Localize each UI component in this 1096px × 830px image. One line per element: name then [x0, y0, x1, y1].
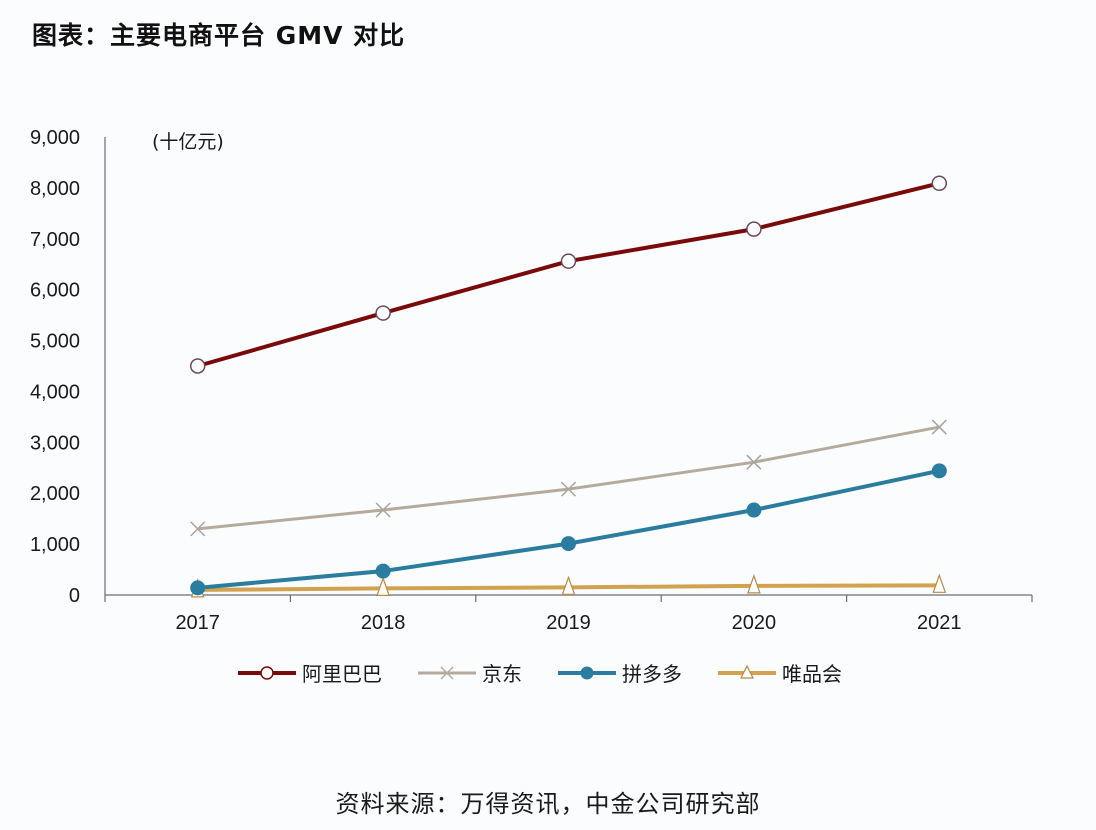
chart-legend: 阿里巴巴 京东 拼多多 唯品会 — [236, 658, 876, 687]
y-tick-label: 3,000 — [30, 432, 80, 454]
legend-marker-filled-circle-icon — [558, 666, 616, 679]
series-alibaba — [189, 175, 948, 374]
legend-item-pdd: 拼多多 — [556, 658, 682, 687]
legend-label: 阿里巴巴 — [302, 662, 382, 686]
legend-marker-x-icon — [418, 665, 476, 680]
data-point-open-circle-icon — [189, 358, 206, 374]
y-tick-label: 8,000 — [30, 178, 80, 200]
data-point-open-circle-icon — [375, 305, 391, 321]
data-point-filled-circle-icon — [561, 536, 576, 552]
data-point-x-icon — [746, 454, 762, 470]
y-axis-unit-label: (十亿元) — [152, 131, 224, 153]
data-point-open-circle-icon — [746, 221, 762, 237]
data-point-filled-circle-icon — [375, 563, 391, 579]
chart-title: 图表：主要电商平台 GMV 对比 — [32, 21, 406, 50]
legend-label: 京东 — [482, 662, 522, 686]
x-axis: 2017 2018 2019 2020 2021 — [104, 594, 1033, 634]
y-tick-label: 2,000 — [30, 483, 80, 505]
data-point-filled-circle-icon — [931, 463, 947, 479]
data-point-x-icon — [931, 419, 947, 435]
series-line — [197, 425, 940, 531]
y-tick-label: 1,000 — [30, 534, 80, 556]
line-chart: 0 1,000 2,000 3,000 4,000 5,000 6,000 7,000 8,00… — [30, 127, 1033, 634]
legend-item-jd: 京东 — [416, 658, 522, 687]
legend-item-alibaba: 阿里巴巴 — [236, 658, 382, 687]
y-tick-label: 9,000 — [30, 127, 80, 149]
data-point-open-triangle-icon — [376, 576, 390, 596]
x-tick-label: 2020 — [732, 612, 777, 634]
data-point-filled-circle-icon — [190, 580, 206, 596]
data-point-open-circle-icon — [931, 175, 948, 192]
y-tick-label: 7,000 — [30, 229, 80, 251]
legend-label: 拼多多 — [622, 662, 682, 686]
y-tick-label: 5,000 — [30, 331, 80, 353]
source-note: 资料来源：万得资讯，中金公司研究部 — [335, 790, 761, 818]
y-axis: 0 1,000 2,000 3,000 4,000 5,000 6,000 7,000 8,00… — [30, 127, 106, 607]
y-tick-label: 6,000 — [30, 280, 80, 302]
y-tick-label: 4,000 — [30, 381, 80, 403]
x-tick-label: 2017 — [175, 612, 220, 634]
data-point-x-icon — [375, 502, 391, 518]
data-point-x-icon — [190, 521, 206, 537]
series-pdd — [190, 463, 947, 596]
series-line — [197, 181, 940, 368]
x-tick-label: 2021 — [917, 612, 962, 634]
data-point-x-icon — [560, 481, 577, 497]
data-point-open-triangle-icon — [932, 573, 947, 593]
series-layer — [189, 175, 948, 598]
data-point-open-triangle-icon — [561, 575, 576, 595]
legend-label: 唯品会 — [782, 662, 842, 686]
y-tick-label: 0 — [69, 585, 80, 607]
legend-marker-open-circle-icon — [238, 665, 296, 680]
x-tick-label: 2019 — [546, 612, 591, 634]
data-point-open-circle-icon — [560, 253, 577, 269]
data-point-open-triangle-icon — [747, 574, 761, 594]
series-jd — [190, 419, 947, 537]
x-tick-label: 2018 — [361, 612, 406, 634]
legend-marker-open-triangle-icon — [718, 664, 776, 679]
data-point-filled-circle-icon — [746, 502, 762, 518]
legend-item-vip: 唯品会 — [716, 658, 842, 687]
